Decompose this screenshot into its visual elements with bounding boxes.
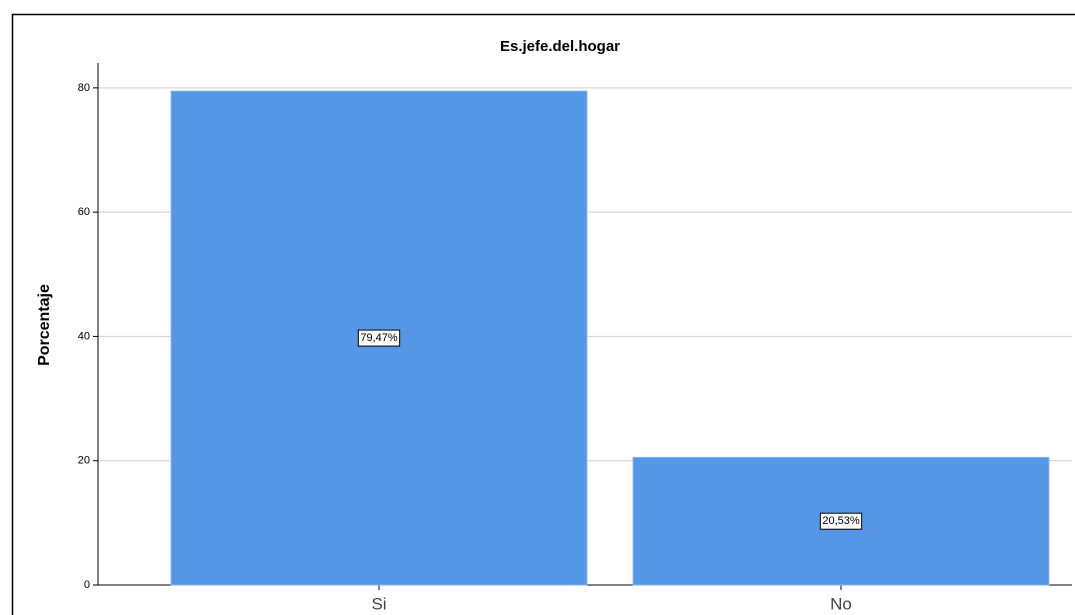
y-tick-label: 80: [78, 82, 90, 94]
y-tick-label: 60: [78, 206, 90, 218]
value-label-box: [357, 329, 401, 347]
x-tick-label: Si: [371, 594, 386, 613]
x-tick-label: No: [830, 594, 852, 613]
y-tick-label: 0: [84, 579, 90, 591]
value-label: 79,47%: [360, 332, 398, 344]
chart-title: Es.jefe.del.hogar: [500, 38, 620, 55]
y-axis-label: Porcentaje: [36, 284, 53, 366]
y-tick-label: 20: [78, 455, 90, 467]
value-label-box: [819, 512, 863, 530]
y-tick-label: 40: [78, 330, 90, 342]
value-label: 20,53%: [822, 515, 860, 527]
